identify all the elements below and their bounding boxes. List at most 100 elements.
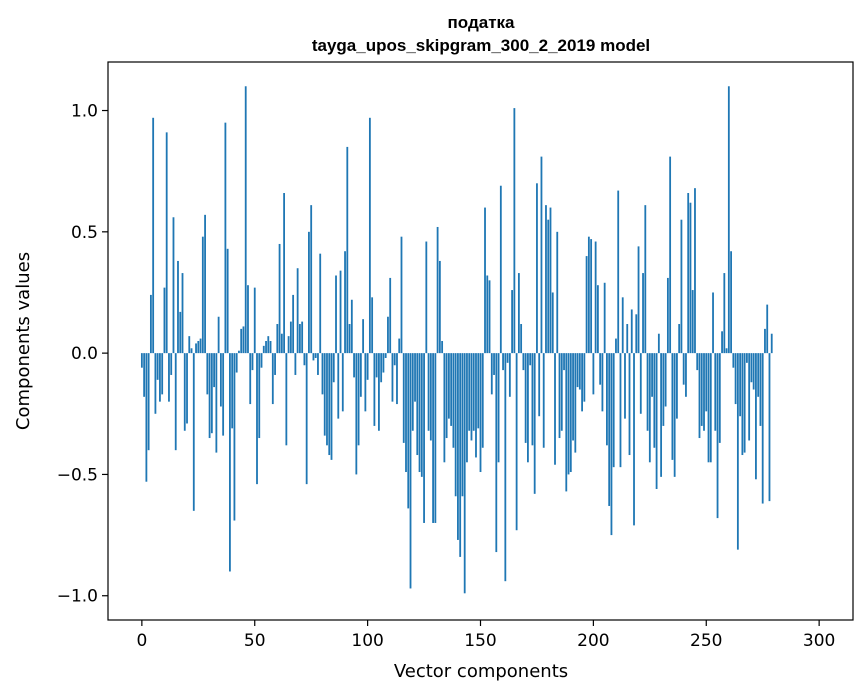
bar-component-238 xyxy=(678,324,681,354)
bar-component-173 xyxy=(531,353,534,446)
bar-component-141 xyxy=(459,353,462,557)
bar-component-111 xyxy=(391,353,394,402)
y-tick-label: 1.0 xyxy=(71,102,98,122)
bar-component-132 xyxy=(438,260,441,354)
bar-component-104 xyxy=(375,353,378,378)
bar-component-216 xyxy=(628,353,631,456)
bar-component-40 xyxy=(231,353,234,429)
bar-component-275 xyxy=(761,353,764,504)
bar-component-223 xyxy=(644,205,647,354)
bar-component-28 xyxy=(204,214,206,354)
bar-component-51 xyxy=(256,353,258,485)
bar-component-126 xyxy=(425,241,428,354)
bar-component-250 xyxy=(705,353,708,412)
bar-component-70 xyxy=(298,324,301,354)
bar-component-121 xyxy=(414,353,416,402)
bar-component-152 xyxy=(484,207,486,354)
bar-component-257 xyxy=(721,331,723,354)
bar-component-22 xyxy=(190,348,193,354)
bar-component-44 xyxy=(240,328,243,354)
bar-component-122 xyxy=(416,353,419,456)
bar-component-95 xyxy=(355,353,358,475)
bar-component-166 xyxy=(515,353,518,531)
bar-component-260 xyxy=(727,86,730,354)
bar-component-210 xyxy=(615,338,617,354)
bar-component-154 xyxy=(488,280,491,354)
bar-component-21 xyxy=(188,336,191,354)
bar-component-240 xyxy=(682,353,685,385)
bar-component-205 xyxy=(603,282,606,354)
bar-component-160 xyxy=(502,353,504,371)
bar-component-209 xyxy=(612,353,615,468)
bar-component-189 xyxy=(567,353,570,475)
bar-component-29 xyxy=(206,353,209,395)
bar-component-137 xyxy=(450,353,453,426)
bar-component-110 xyxy=(389,277,392,354)
bar-component-37 xyxy=(224,122,227,354)
bar-component-185 xyxy=(558,353,561,439)
bar-component-38 xyxy=(226,248,229,354)
bar-component-94 xyxy=(353,353,355,378)
bar-component-208 xyxy=(610,353,613,536)
bar-component-73 xyxy=(305,353,308,485)
bar-component-103 xyxy=(373,353,376,426)
bar-component-17 xyxy=(179,311,182,354)
bar-component-256 xyxy=(718,353,721,443)
bar-component-188 xyxy=(565,353,568,492)
bar-component-258 xyxy=(723,273,726,354)
bar-component-97 xyxy=(359,353,362,397)
chart-title: податка xyxy=(448,13,516,32)
x-tick-label: 100 xyxy=(351,631,383,651)
bar-component-63 xyxy=(283,193,285,354)
bar-component-131 xyxy=(436,226,439,354)
bar-component-197 xyxy=(585,256,588,354)
bar-component-127 xyxy=(427,353,430,431)
bar-component-39 xyxy=(229,353,231,572)
bar-component-113 xyxy=(396,353,398,405)
bar-component-170 xyxy=(524,353,527,443)
bar-component-227 xyxy=(653,353,656,448)
bar-component-156 xyxy=(493,353,495,375)
bar-component-31 xyxy=(210,353,213,434)
bar-component-269 xyxy=(748,353,751,441)
bar-component-33 xyxy=(215,353,218,453)
bar-component-107 xyxy=(382,353,385,373)
bar-component-129 xyxy=(432,353,434,523)
bar-component-130 xyxy=(434,353,437,523)
x-tick-label: 200 xyxy=(577,631,609,651)
bar-component-5 xyxy=(152,117,155,354)
bar-component-274 xyxy=(759,353,762,426)
bar-component-186 xyxy=(560,353,563,431)
y-tick-label: −0.5 xyxy=(57,465,98,485)
bar-component-143 xyxy=(463,353,466,594)
bar-component-13 xyxy=(170,353,173,375)
bar-component-3 xyxy=(147,353,150,451)
bar-component-263 xyxy=(734,353,737,405)
bar-component-88 xyxy=(339,270,342,354)
bar-component-262 xyxy=(732,353,735,368)
bar-component-153 xyxy=(486,275,489,354)
bar-component-98 xyxy=(362,319,365,354)
bar-component-80 xyxy=(321,353,324,395)
bar-component-233 xyxy=(666,277,669,354)
bar-component-267 xyxy=(743,353,746,453)
x-tick-label: 250 xyxy=(690,631,722,651)
bar-component-162 xyxy=(506,353,509,363)
bar-component-225 xyxy=(648,353,651,463)
bar-component-229 xyxy=(657,333,660,354)
bar-component-75 xyxy=(310,205,313,354)
bar-component-224 xyxy=(646,353,649,431)
bar-component-193 xyxy=(576,353,579,388)
bar-component-7 xyxy=(156,353,159,380)
bar-component-194 xyxy=(578,353,581,390)
bar-component-24 xyxy=(195,343,197,354)
bar-component-36 xyxy=(222,353,225,436)
bar-component-180 xyxy=(547,219,550,354)
bar-component-251 xyxy=(707,353,710,463)
bar-component-217 xyxy=(630,309,633,354)
bar-component-243 xyxy=(689,202,692,354)
bar-component-92 xyxy=(348,324,351,354)
bar-component-57 xyxy=(269,341,272,354)
bar-component-77 xyxy=(314,353,317,358)
